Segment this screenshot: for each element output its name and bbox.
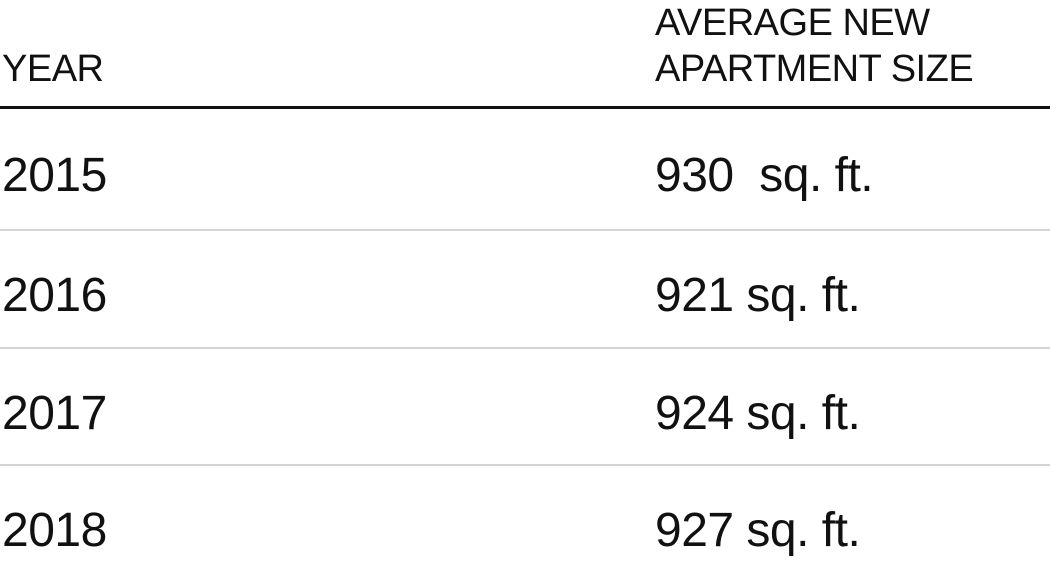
- column-header-year: YEAR: [2, 46, 104, 92]
- size-cell: 921 sq. ft.: [655, 269, 861, 322]
- size-cell: 927 sq. ft.: [655, 504, 861, 557]
- table-row: 2018 927 sq. ft.: [0, 465, 1050, 582]
- header-line: YEAR: [2, 48, 104, 90]
- year-cell: 2018: [2, 504, 107, 557]
- table-row: 2016 921 sq. ft.: [0, 230, 1050, 347]
- year-cell: 2015: [2, 149, 107, 202]
- size-cell: 924 sq. ft.: [655, 387, 861, 440]
- row-divider: [0, 347, 1050, 349]
- year-cell: 2016: [2, 269, 107, 322]
- size-cell: 930 sq. ft.: [655, 149, 874, 202]
- table-header: YEAR AVERAGE NEW APARTMENT SIZE: [0, 0, 1050, 106]
- header-line: APARTMENT SIZE: [655, 48, 974, 90]
- column-header-size: AVERAGE NEW APARTMENT SIZE: [655, 0, 974, 92]
- table-row: 2017 924 sq. ft.: [0, 348, 1050, 465]
- row-divider: [0, 229, 1050, 231]
- year-cell: 2017: [2, 387, 107, 440]
- header-line: AVERAGE NEW: [655, 2, 930, 44]
- row-divider: [0, 464, 1050, 466]
- header-rule: [0, 106, 1050, 109]
- table-row: 2015 930 sq. ft.: [0, 110, 1050, 227]
